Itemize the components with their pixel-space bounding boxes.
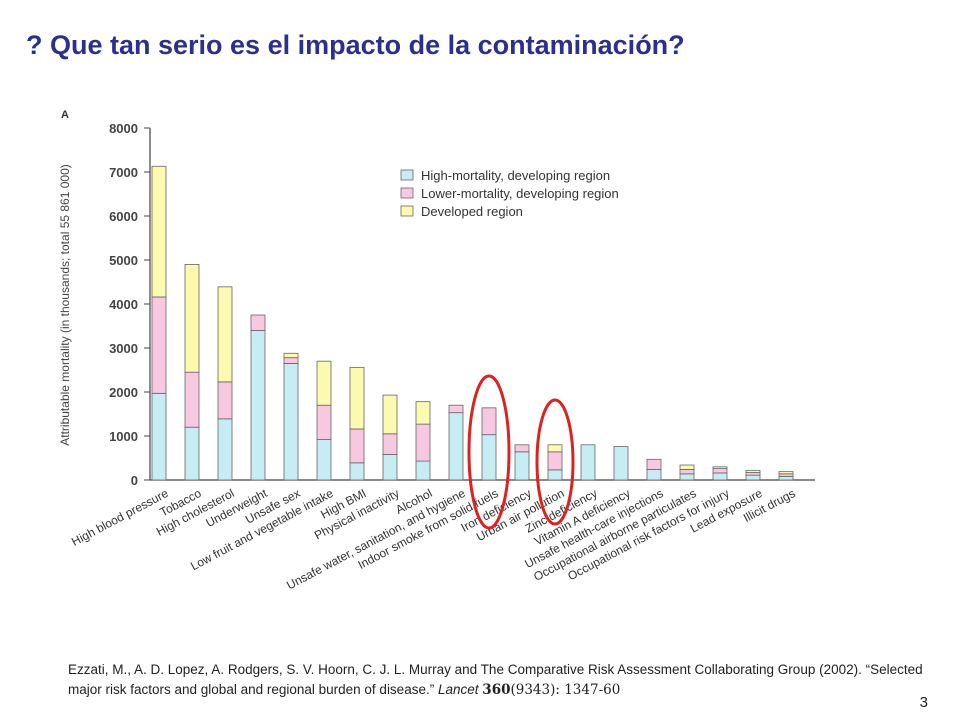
bar-segment	[448, 404, 464, 414]
bar-segment	[184, 371, 200, 428]
bar-segment	[778, 476, 794, 481]
chart-annotations	[467, 374, 575, 530]
bar-segment	[184, 263, 200, 373]
bar-segment	[283, 362, 299, 481]
y-tick-label: 8000	[109, 121, 138, 136]
y-tick-label: 6000	[109, 209, 138, 224]
y-tick-label: 7000	[109, 165, 138, 180]
bar-segment	[382, 433, 398, 455]
bar-segment	[646, 469, 662, 481]
chart-bars	[151, 165, 794, 481]
bar-segment	[382, 394, 398, 435]
slide-title: ? Que tan serio es el impacto de la cont…	[26, 30, 685, 60]
bar-segment	[514, 451, 530, 481]
legend-swatch	[400, 169, 414, 181]
bar-segment	[415, 423, 431, 462]
bar-segment	[547, 451, 563, 471]
bar-segment	[349, 428, 365, 464]
y-tick-label: 0	[131, 473, 138, 488]
bar-segment	[712, 472, 728, 481]
bar-segment	[250, 329, 266, 481]
bar-segment	[217, 286, 233, 383]
bar-segment	[646, 458, 662, 470]
bar-segment	[283, 352, 299, 359]
highlight-ellipse	[535, 398, 575, 526]
bar-segment	[316, 404, 332, 440]
chart-axes: 0 1000 2000 3000 4000 5000 6000 7000 8000 Attribu…	[58, 109, 815, 488]
bar-segment	[415, 401, 431, 425]
bar-segment	[349, 366, 365, 430]
bar-segment	[349, 462, 365, 481]
bar-segment	[679, 464, 695, 470]
citation: Ezzati, M., A. D. Lopez, A. Rodgers, S. …	[68, 660, 928, 700]
bar-segment	[547, 469, 563, 481]
y-tick-label: 5000	[109, 253, 138, 268]
bar-segment	[316, 439, 332, 481]
bar-segment	[679, 473, 695, 481]
legend-label: Developed region	[421, 204, 523, 219]
citation-journal: Lancet	[437, 682, 479, 697]
chart-legend: High-mortality, developing region Lower-m…	[400, 168, 619, 219]
y-tick-label: 3000	[109, 341, 138, 356]
legend-label: High-mortality, developing region	[421, 168, 610, 183]
bar-segment	[613, 446, 629, 481]
bar-segment	[712, 468, 728, 474]
y-axis-label: Attributable mortality (in thousands; to…	[58, 164, 72, 446]
highlight-ellipse	[467, 374, 511, 530]
bar-segment	[679, 469, 695, 475]
bar-segment	[151, 392, 167, 481]
bar-segment	[712, 466, 728, 469]
y-tick-label: 4000	[109, 297, 138, 312]
bar-segment	[547, 444, 563, 453]
bar-segment	[514, 444, 530, 453]
bar-segment	[448, 412, 464, 481]
panel-label: A	[61, 109, 69, 121]
bar-segment	[481, 407, 497, 436]
bar-segment	[745, 474, 761, 481]
bar-segment	[217, 381, 233, 420]
citation-volume: 360	[482, 682, 511, 698]
bar-segment	[250, 314, 266, 331]
bar-segment	[283, 357, 299, 364]
bar-segment	[481, 434, 497, 481]
stacked-bar-chart: 0 1000 2000 3000 4000 5000 6000 7000 8000 Attribu…	[58, 109, 815, 593]
legend-swatch	[400, 205, 414, 217]
citation-issue-pages: (9343): 1347-60	[510, 682, 621, 698]
y-tick-label: 1000	[109, 429, 138, 444]
citation-text: Ezzati, M., A. D. Lopez, A. Rodgers, S. …	[68, 662, 923, 697]
legend-swatch	[400, 187, 414, 199]
x-tick-label: High blood pressure	[69, 486, 171, 549]
bar-segment	[184, 426, 200, 481]
y-tick-label: 2000	[109, 385, 138, 400]
bar-segment	[745, 469, 761, 473]
bar-segment	[580, 444, 596, 481]
bar-segment	[778, 471, 794, 475]
bar-segment	[151, 296, 167, 394]
bar-segment	[415, 460, 431, 481]
bar-segment	[316, 360, 332, 406]
slide-number: 3	[919, 694, 928, 711]
legend-label: Lower-mortality, developing region	[421, 186, 619, 201]
bar-segment	[382, 454, 398, 481]
bar-segment	[151, 165, 167, 298]
bar-segment	[217, 418, 233, 481]
